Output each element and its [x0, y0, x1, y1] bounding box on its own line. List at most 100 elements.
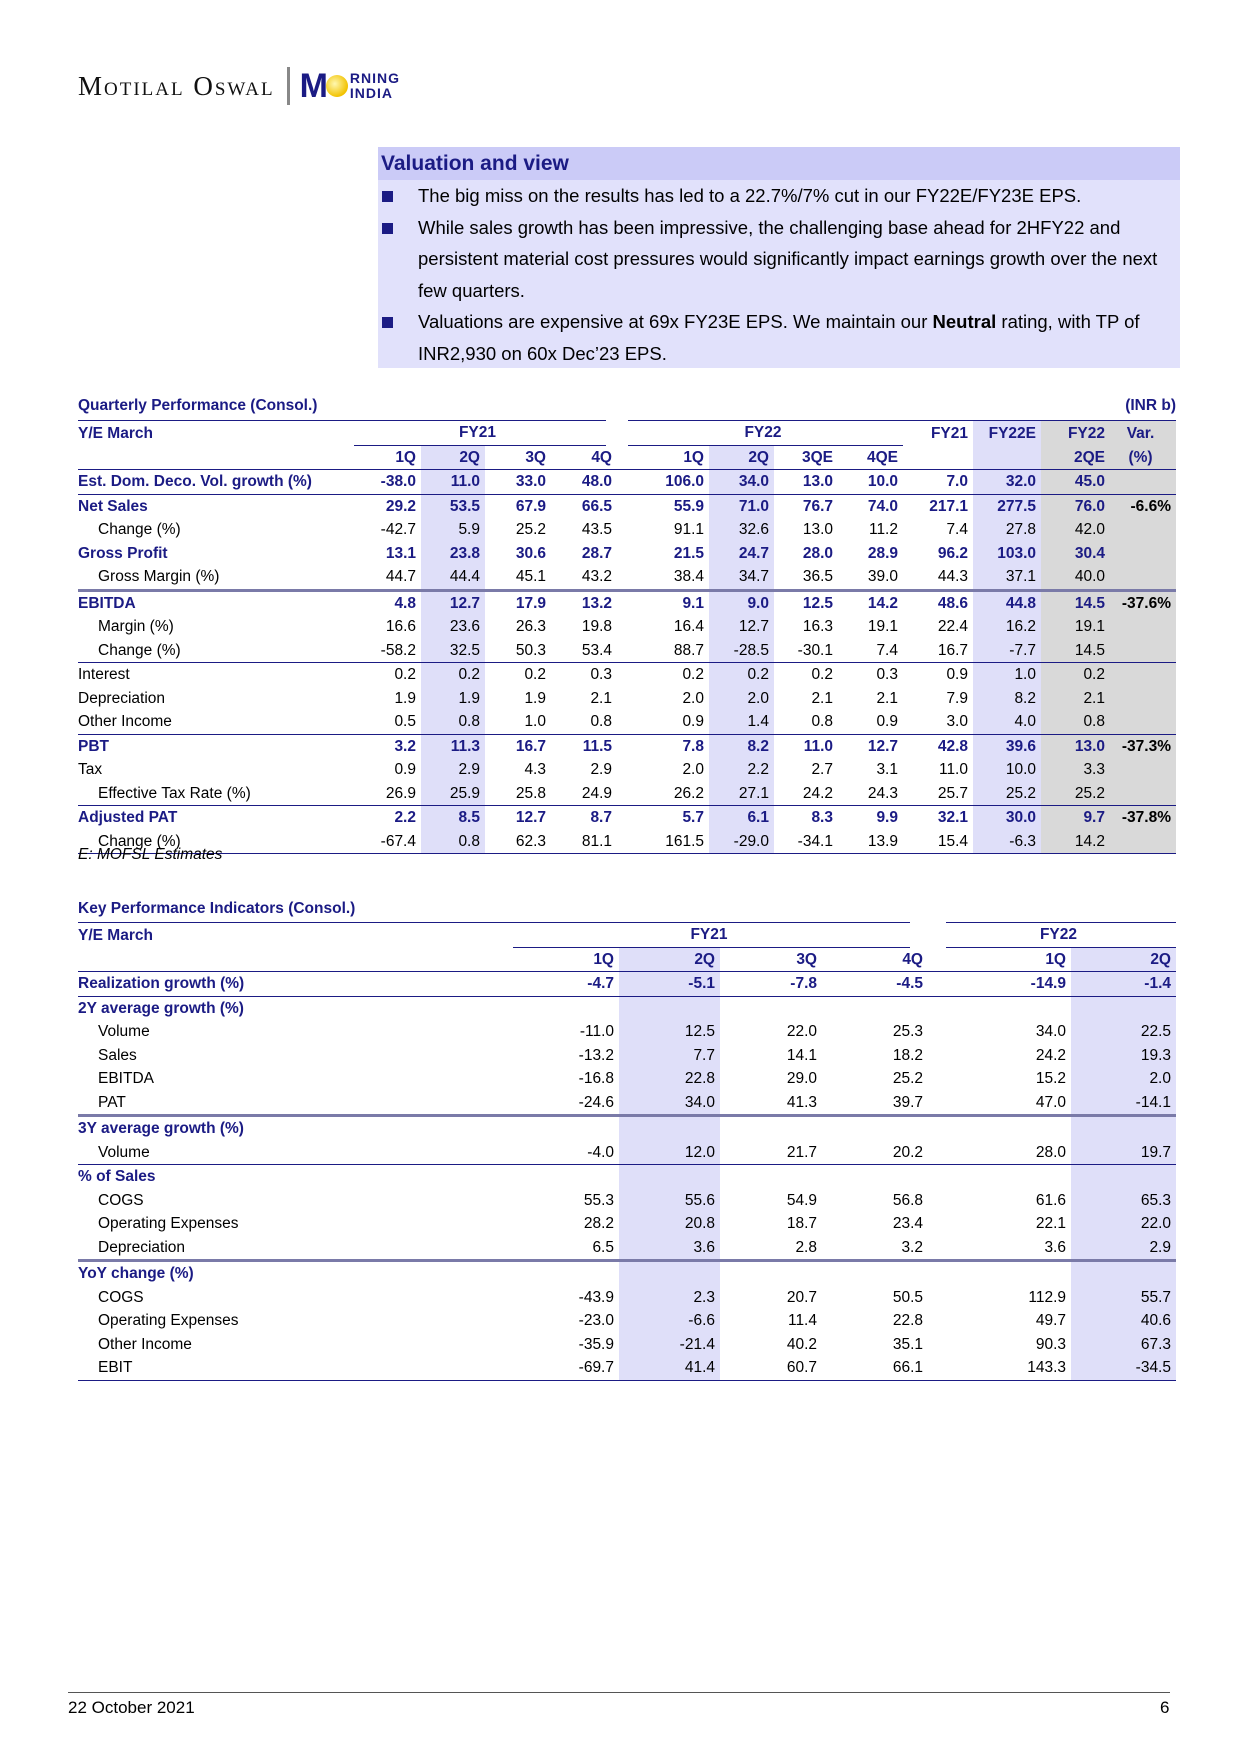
value-cell: 28.2	[583, 1215, 614, 1233]
value-cell: 13.1	[385, 544, 416, 562]
value-cell: 17.9	[515, 594, 546, 612]
table-row: Operating Expenses 28.2 20.8 18.7 23.4 22.1 22…	[78, 1212, 1176, 1236]
logo: Motilal Oswal M RNING INDIA	[78, 66, 400, 106]
square-bullet-icon	[382, 222, 393, 234]
value-cell: 91.1	[673, 521, 704, 539]
row-label: PBT	[78, 737, 109, 755]
value-cell: -21.4	[619, 1332, 720, 1356]
value-cell: 22.8	[619, 1067, 720, 1091]
value-cell: 16.6	[385, 618, 416, 636]
value-cell: 2.1	[876, 689, 898, 707]
value-cell: 35.1	[892, 1335, 923, 1353]
value-cell	[513, 1165, 619, 1189]
value-cell: 30.4	[1041, 541, 1110, 565]
column-header	[903, 445, 973, 470]
value-cell: 22.5	[1071, 1020, 1176, 1044]
value-cell	[1110, 541, 1176, 565]
value-cell: 1.9	[394, 689, 416, 707]
value-cell: -7.7	[973, 638, 1041, 663]
value-cell: 40.0	[1041, 565, 1110, 590]
value-cell: 11.0	[803, 737, 833, 755]
value-cell: 28.0	[1035, 1143, 1066, 1161]
row-label: Operating Expenses	[98, 1312, 239, 1330]
column-header: 4QE	[866, 448, 898, 466]
value-cell: 23.8	[421, 541, 485, 565]
value-cell: -4.0	[587, 1143, 614, 1161]
row-label: COGS	[98, 1191, 144, 1209]
value-cell: -23.0	[578, 1312, 614, 1330]
value-cell: 26.9	[385, 784, 416, 802]
table-row: Gross Profit 13.1 23.8 30.6 28.7 21.5 24.7 28.0…	[78, 541, 1176, 565]
value-cell: 10.0	[867, 473, 898, 491]
value-cell: -34.5	[1071, 1356, 1176, 1380]
row-label: Adjusted PAT	[78, 809, 178, 827]
table-row: PBT 3.2 11.3 16.7 11.5 7.8 8.2 11.0 12.7 42.8 39.6…	[78, 734, 1176, 758]
value-cell: 2.2	[394, 809, 416, 827]
value-cell: 76.0	[1041, 494, 1110, 518]
value-cell: 3.1	[876, 761, 898, 779]
value-cell: -58.2	[380, 641, 416, 659]
value-cell: 81.1	[581, 832, 612, 850]
row-label: Gross Margin (%)	[98, 568, 220, 586]
value-cell: 16.4	[673, 618, 704, 636]
logo-m: M	[299, 67, 328, 105]
value-cell: -37.8%	[1110, 805, 1176, 830]
value-cell: 25.2	[515, 521, 546, 539]
logo-text-top: RNING	[349, 70, 401, 86]
value-cell: 2.0	[682, 689, 704, 707]
value-cell: 14.5	[1041, 590, 1110, 615]
value-cell	[1110, 758, 1176, 782]
value-cell: 30.0	[973, 805, 1041, 830]
value-cell: 25.9	[421, 781, 485, 806]
value-cell: 2.1	[811, 689, 833, 707]
value-cell: 14.2	[867, 594, 898, 612]
value-cell: -37.6%	[1110, 590, 1176, 615]
row-label: COGS	[98, 1288, 144, 1306]
bullet-item: Valuations are expensive at 69x FY23E EP…	[378, 306, 1180, 369]
value-cell: -13.2	[578, 1046, 614, 1064]
value-cell	[928, 996, 1071, 1020]
value-cell: 44.8	[973, 590, 1041, 615]
value-cell: -4.5	[896, 975, 923, 993]
table-row: Volume -11.0 12.5 22.0 25.3 34.0 22.5	[78, 1020, 1176, 1044]
value-cell: 53.4	[581, 641, 612, 659]
square-bullet-icon	[382, 317, 393, 328]
value-cell: 13.9	[867, 832, 898, 850]
value-cell: 42.8	[937, 737, 968, 755]
value-cell: 96.2	[937, 544, 968, 562]
value-cell: 16.3	[802, 618, 833, 636]
value-cell	[1110, 781, 1176, 806]
value-cell: -11.0	[579, 1023, 614, 1041]
value-cell	[513, 996, 619, 1020]
value-cell: 12.7	[421, 590, 485, 615]
value-cell: 8.2	[973, 686, 1041, 710]
value-cell: 29.0	[786, 1070, 817, 1088]
column-header	[973, 445, 1041, 470]
value-cell: 66.1	[892, 1359, 923, 1377]
value-cell: 25.2	[1041, 781, 1110, 806]
column-header: FY21	[930, 424, 968, 442]
value-cell: 25.2	[892, 1070, 923, 1088]
column-header: 4Q	[902, 950, 923, 968]
quarterly-title: Quarterly Performance (Consol.)	[78, 397, 318, 414]
table-row: Realization growth (%) -4.7 -5.1 -7.8 -4.5 -1…	[78, 971, 1176, 996]
value-cell: 28.7	[581, 544, 612, 562]
value-cell: 22.0	[786, 1023, 817, 1041]
value-cell: 24.3	[867, 784, 898, 802]
value-cell	[619, 1260, 720, 1286]
value-cell: -16.8	[578, 1070, 614, 1088]
table-row: COGS 55.3 55.6 54.9 56.8 61.6 65.3	[78, 1188, 1176, 1212]
value-cell: 20.2	[892, 1143, 923, 1161]
value-cell: 44.4	[421, 565, 485, 590]
value-cell: 0.3	[590, 666, 612, 684]
table-row: Change (%) -67.4 0.8 62.3 81.1 161.5 -29.0 -34.…	[78, 829, 1176, 854]
value-cell: 50.5	[892, 1288, 923, 1306]
value-cell: 71.0	[709, 494, 774, 518]
value-cell: 7.4	[946, 521, 968, 539]
value-cell: 4.8	[394, 594, 416, 612]
value-cell: 0.9	[682, 713, 704, 731]
value-cell: -6.6	[619, 1309, 720, 1333]
value-cell	[619, 1164, 720, 1189]
table-cell	[78, 445, 354, 470]
row-label: Other Income	[78, 713, 172, 731]
